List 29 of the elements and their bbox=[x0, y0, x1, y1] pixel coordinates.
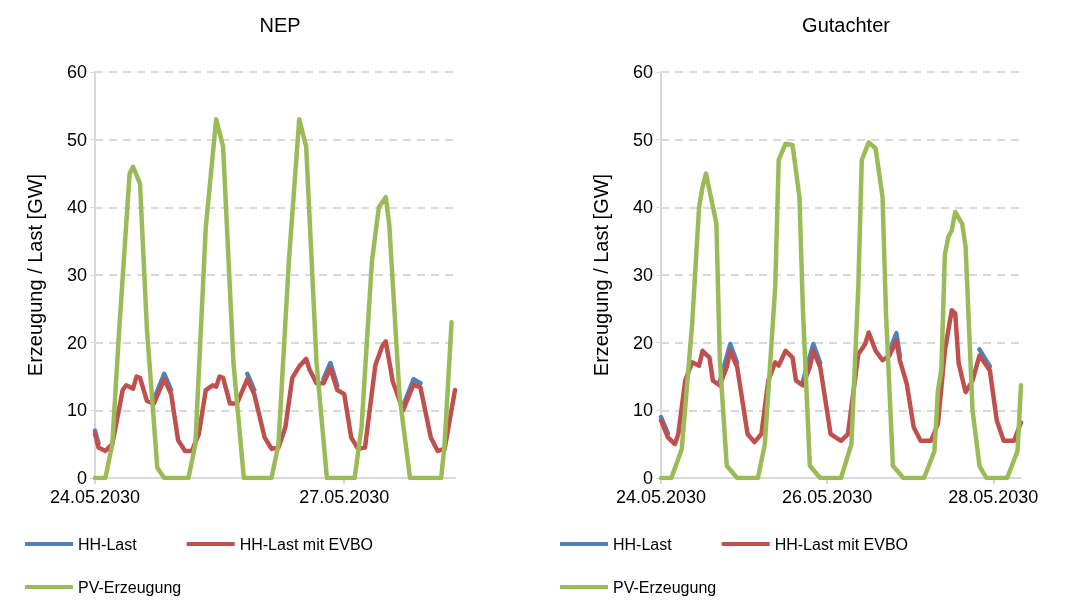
legend-label: PV-Erzeugung bbox=[613, 578, 717, 596]
y-tick-label: 0 bbox=[76, 468, 87, 488]
y-tick-label: 30 bbox=[66, 265, 87, 285]
y-tick-label: 50 bbox=[632, 129, 653, 150]
y-axis-title: Erzeugung / Last [GW] bbox=[24, 173, 46, 377]
legend-label: PV-Erzeugung bbox=[78, 578, 182, 596]
y-tick-label: 50 bbox=[66, 129, 87, 150]
x-tick-label: 28.05.2030 bbox=[948, 487, 1039, 507]
y-tick-label: 40 bbox=[66, 197, 87, 218]
x-tick-label: 26.05.2030 bbox=[782, 487, 873, 507]
y-tick-label: 20 bbox=[66, 332, 87, 353]
chart-title: Gutachter bbox=[802, 14, 891, 36]
y-tick-label: 60 bbox=[66, 62, 87, 82]
y-tick-label: 0 bbox=[642, 468, 653, 488]
y-axis-title: Erzeugung / Last [GW] bbox=[590, 173, 612, 377]
legend-label: HH-Last bbox=[78, 535, 138, 553]
legend-label: HH-Last mit EVBO bbox=[239, 535, 374, 553]
x-tick-label: 27.05.2030 bbox=[299, 487, 390, 507]
x-tick-label: 24.05.2030 bbox=[615, 487, 707, 507]
y-tick-label: 10 bbox=[632, 400, 653, 421]
x-tick-label: 24.05.2030 bbox=[49, 487, 141, 507]
legend-label: HH-Last bbox=[613, 535, 673, 553]
y-tick-label: 20 bbox=[632, 332, 653, 353]
y-tick-label: 60 bbox=[632, 62, 653, 82]
chart-title: NEP bbox=[259, 14, 301, 36]
y-tick-label: 40 bbox=[632, 197, 653, 218]
legend-label: HH-Last mit EVBO bbox=[774, 535, 909, 553]
y-tick-label: 10 bbox=[66, 400, 87, 421]
y-tick-label: 30 bbox=[632, 265, 653, 285]
